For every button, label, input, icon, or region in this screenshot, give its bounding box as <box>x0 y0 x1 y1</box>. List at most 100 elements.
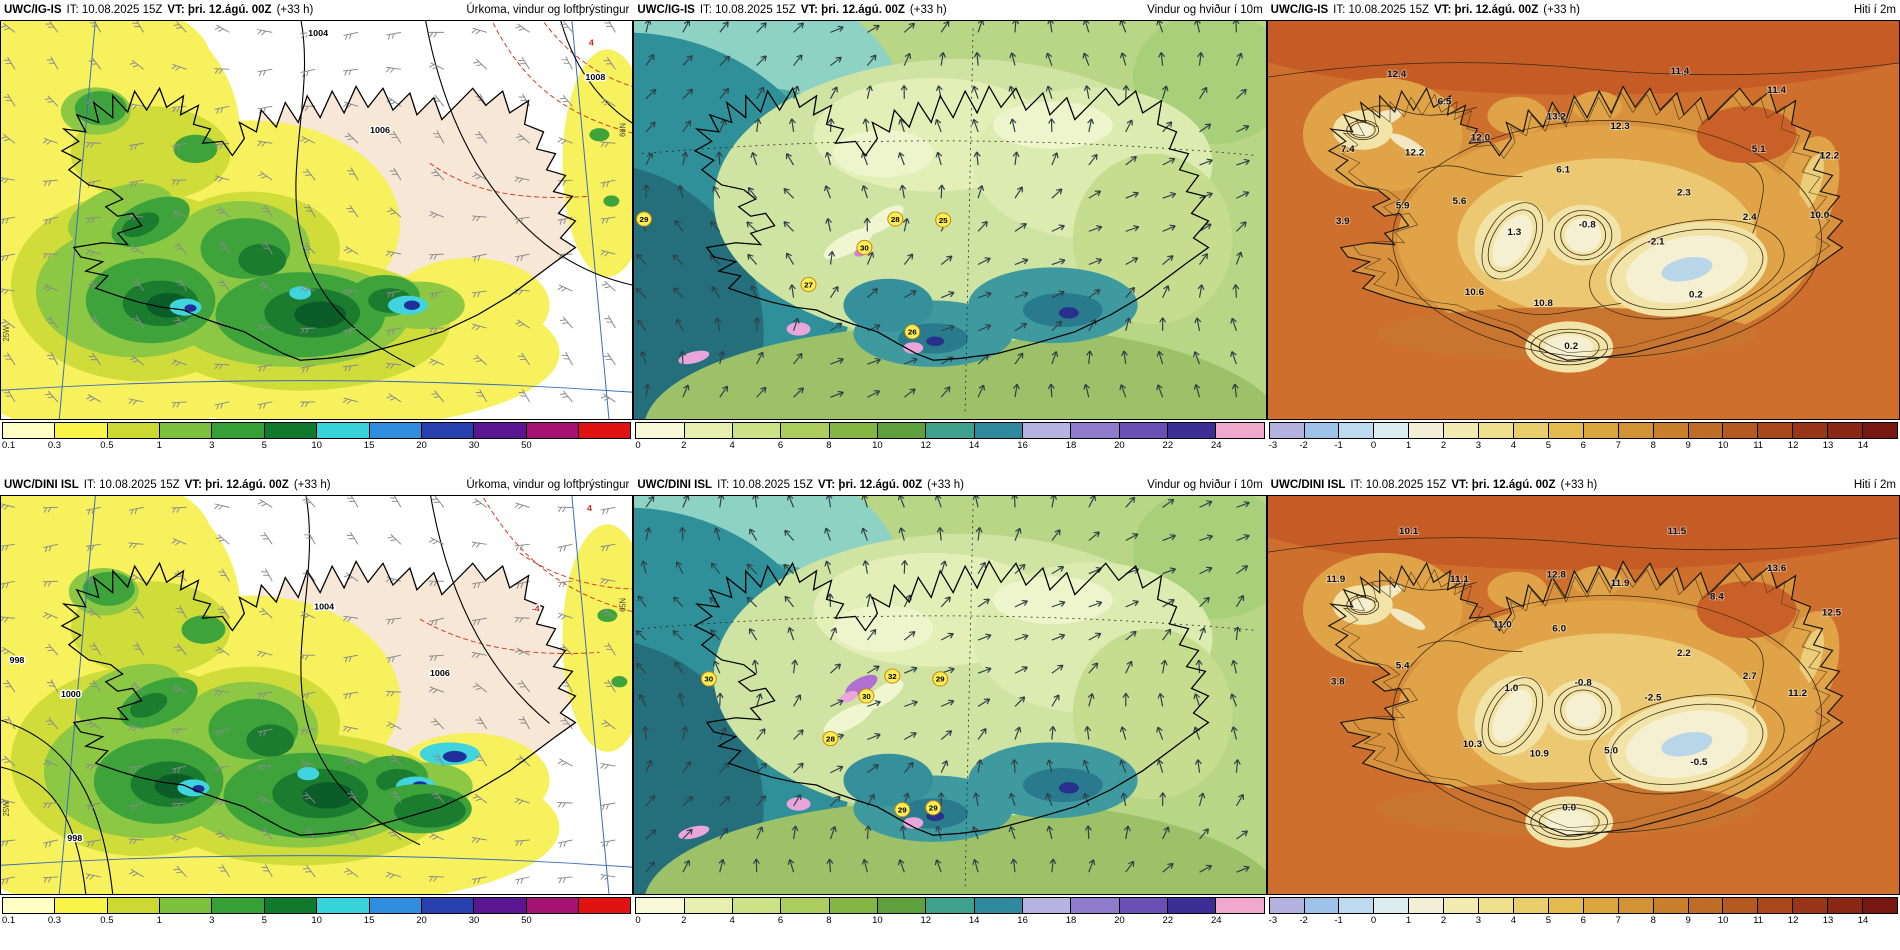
model-label: UWC/DINI ISL <box>4 479 79 491</box>
model-label: UWC/DINI ISL <box>637 479 713 491</box>
gust-value: 29 <box>898 806 908 815</box>
temperature-label: 5.0 <box>1604 746 1618 757</box>
colorbar-segment <box>1863 423 1897 438</box>
colorbar-tick: 6 <box>1580 915 1586 926</box>
colorbar-tick: 14 <box>1857 440 1869 451</box>
gust-badge: 27 <box>800 276 817 293</box>
pressure-label: 1004 <box>314 602 334 612</box>
lead-time: (+33 h) <box>927 479 964 491</box>
colorbar-tick: 5 <box>261 440 267 451</box>
panel-precip-igis: UWC/IG-IS IT: 10.08.2025 15Z VT: þri. 12… <box>0 0 634 475</box>
colorbar-segment <box>578 898 631 913</box>
colorbar-tick: 5 <box>261 915 267 926</box>
colorbar-segment <box>1514 423 1549 438</box>
gust-badge: 28 <box>822 731 839 747</box>
colorbar-segment <box>1653 423 1689 438</box>
temperature-label: -2.1 <box>1647 237 1665 248</box>
colorbar-tick: 10 <box>1717 915 1729 926</box>
colorbar-segment <box>636 898 685 913</box>
colorbar-segment <box>781 423 830 438</box>
colorbar-segment <box>1583 423 1619 438</box>
init-time: IT: 10.08.2025 15Z <box>1333 4 1430 16</box>
temperature-label: 12.3 <box>1610 121 1630 132</box>
colorbar-tick: 20 <box>1114 915 1125 926</box>
colorbar-tick: 12 <box>1787 915 1799 926</box>
temperature-label: 5.9 <box>1395 201 1409 212</box>
graticule-label: 25W <box>2 325 11 341</box>
colorbar-tick: 2 <box>1440 440 1447 451</box>
colorbar-segment <box>1071 423 1120 438</box>
colorbar-segment <box>732 423 782 438</box>
pressure-label: 1006 <box>430 668 450 678</box>
temperature-label: 11.0 <box>1493 620 1512 631</box>
thickness-label: 4 <box>587 503 592 513</box>
colorbar-tick: 20 <box>1114 440 1125 451</box>
iceland-coastline <box>1327 85 1844 361</box>
temperature-label: 11.9 <box>1610 578 1629 589</box>
colorbar-tick: 50 <box>521 915 532 926</box>
gust-value: 30 <box>860 244 869 253</box>
temperature-label: 1.0 <box>1504 683 1518 694</box>
colorbar-segment <box>1022 423 1072 438</box>
gust-badge: 29 <box>894 802 911 818</box>
temperature-label: -2.5 <box>1644 693 1662 704</box>
valid-time: VT: þri. 12.ágú. 00Z <box>800 4 905 16</box>
colorbar-segment <box>1723 423 1759 438</box>
temperature-label: 12.4 <box>1387 69 1407 80</box>
colorbar-tick: 0 <box>1370 440 1377 451</box>
colorbar-segment <box>1618 898 1654 913</box>
colorbar-segment <box>317 423 370 438</box>
colorbar-tick: 8 <box>826 915 832 926</box>
colorbar-tick: -3 <box>1268 440 1278 451</box>
pressure-label: 1004 <box>308 28 328 38</box>
colorbar-segment <box>1409 423 1445 438</box>
colorbar-tick: 4 <box>1510 440 1517 451</box>
colorbar-segment <box>421 898 475 913</box>
init-time: IT: 10.08.2025 15Z <box>699 4 796 16</box>
gust-badge: 32 <box>884 668 901 684</box>
colorbar-tick: 5 <box>1545 440 1551 451</box>
colorbar-tick: 0.5 <box>100 915 114 926</box>
temperature-label: 5.4 <box>1395 661 1409 672</box>
lead-time: (+33 h) <box>1543 4 1580 16</box>
colorbar-tick: 7 <box>1615 440 1621 451</box>
gust-value: 32 <box>888 672 898 681</box>
temperature-label: 12.2 <box>1405 148 1425 159</box>
pressure-label: 1008 <box>585 72 605 82</box>
colorbar-precip: 0.1 0.3 0.5 1 3 5 10 15 20 30 50 <box>2 897 632 927</box>
colorbar-segment <box>1167 898 1217 913</box>
colorbar-segment <box>1269 898 1305 913</box>
temperature-label: 12.8 <box>1546 570 1566 581</box>
valid-time: VT: þri. 12.ágú. 00Z <box>167 4 272 16</box>
temperature-label: 1.3 <box>1507 227 1521 238</box>
init-time: IT: 10.08.2025 15Z <box>83 479 180 491</box>
temperature-label: 11.1 <box>1450 574 1469 585</box>
colorbar-segment <box>107 423 161 438</box>
colorbar-segment <box>107 898 161 913</box>
colorbar-tick: 24 <box>1210 915 1222 926</box>
colorbar-tick: 3 <box>1475 440 1482 451</box>
gust-value: 26 <box>908 328 918 337</box>
pressure-label: 998 <box>67 833 82 843</box>
colorbar-segment <box>55 898 108 913</box>
colorbar-tick: 0 <box>635 440 641 451</box>
colorbar-segment <box>636 423 685 438</box>
colorbar-tick: 1 <box>1405 915 1412 926</box>
valid-time: VT: þri. 12.ágú. 00Z <box>1451 479 1556 491</box>
gust-value: 29 <box>936 675 946 684</box>
temperature-label: 6.1 <box>1556 165 1570 176</box>
colorbar-segment <box>526 423 579 438</box>
colorbar-tick: 4 <box>1510 915 1517 926</box>
colorbar-segment <box>1374 898 1410 913</box>
colorbar-tick: 8 <box>826 440 832 451</box>
colorbar-tick: 8 <box>1650 915 1656 926</box>
colorbar-segment <box>160 423 213 438</box>
colorbar-segment <box>1793 423 1829 438</box>
colorbar-tick: 4 <box>729 915 735 926</box>
colorbar-tick: 1 <box>156 440 162 451</box>
colorbar-tick: 18 <box>1065 440 1077 451</box>
temperature-label: 2.2 <box>1677 648 1691 659</box>
temperature-label: 7.4 <box>1341 144 1355 155</box>
gust-value: 30 <box>862 692 871 701</box>
colorbar-segment <box>1618 423 1654 438</box>
